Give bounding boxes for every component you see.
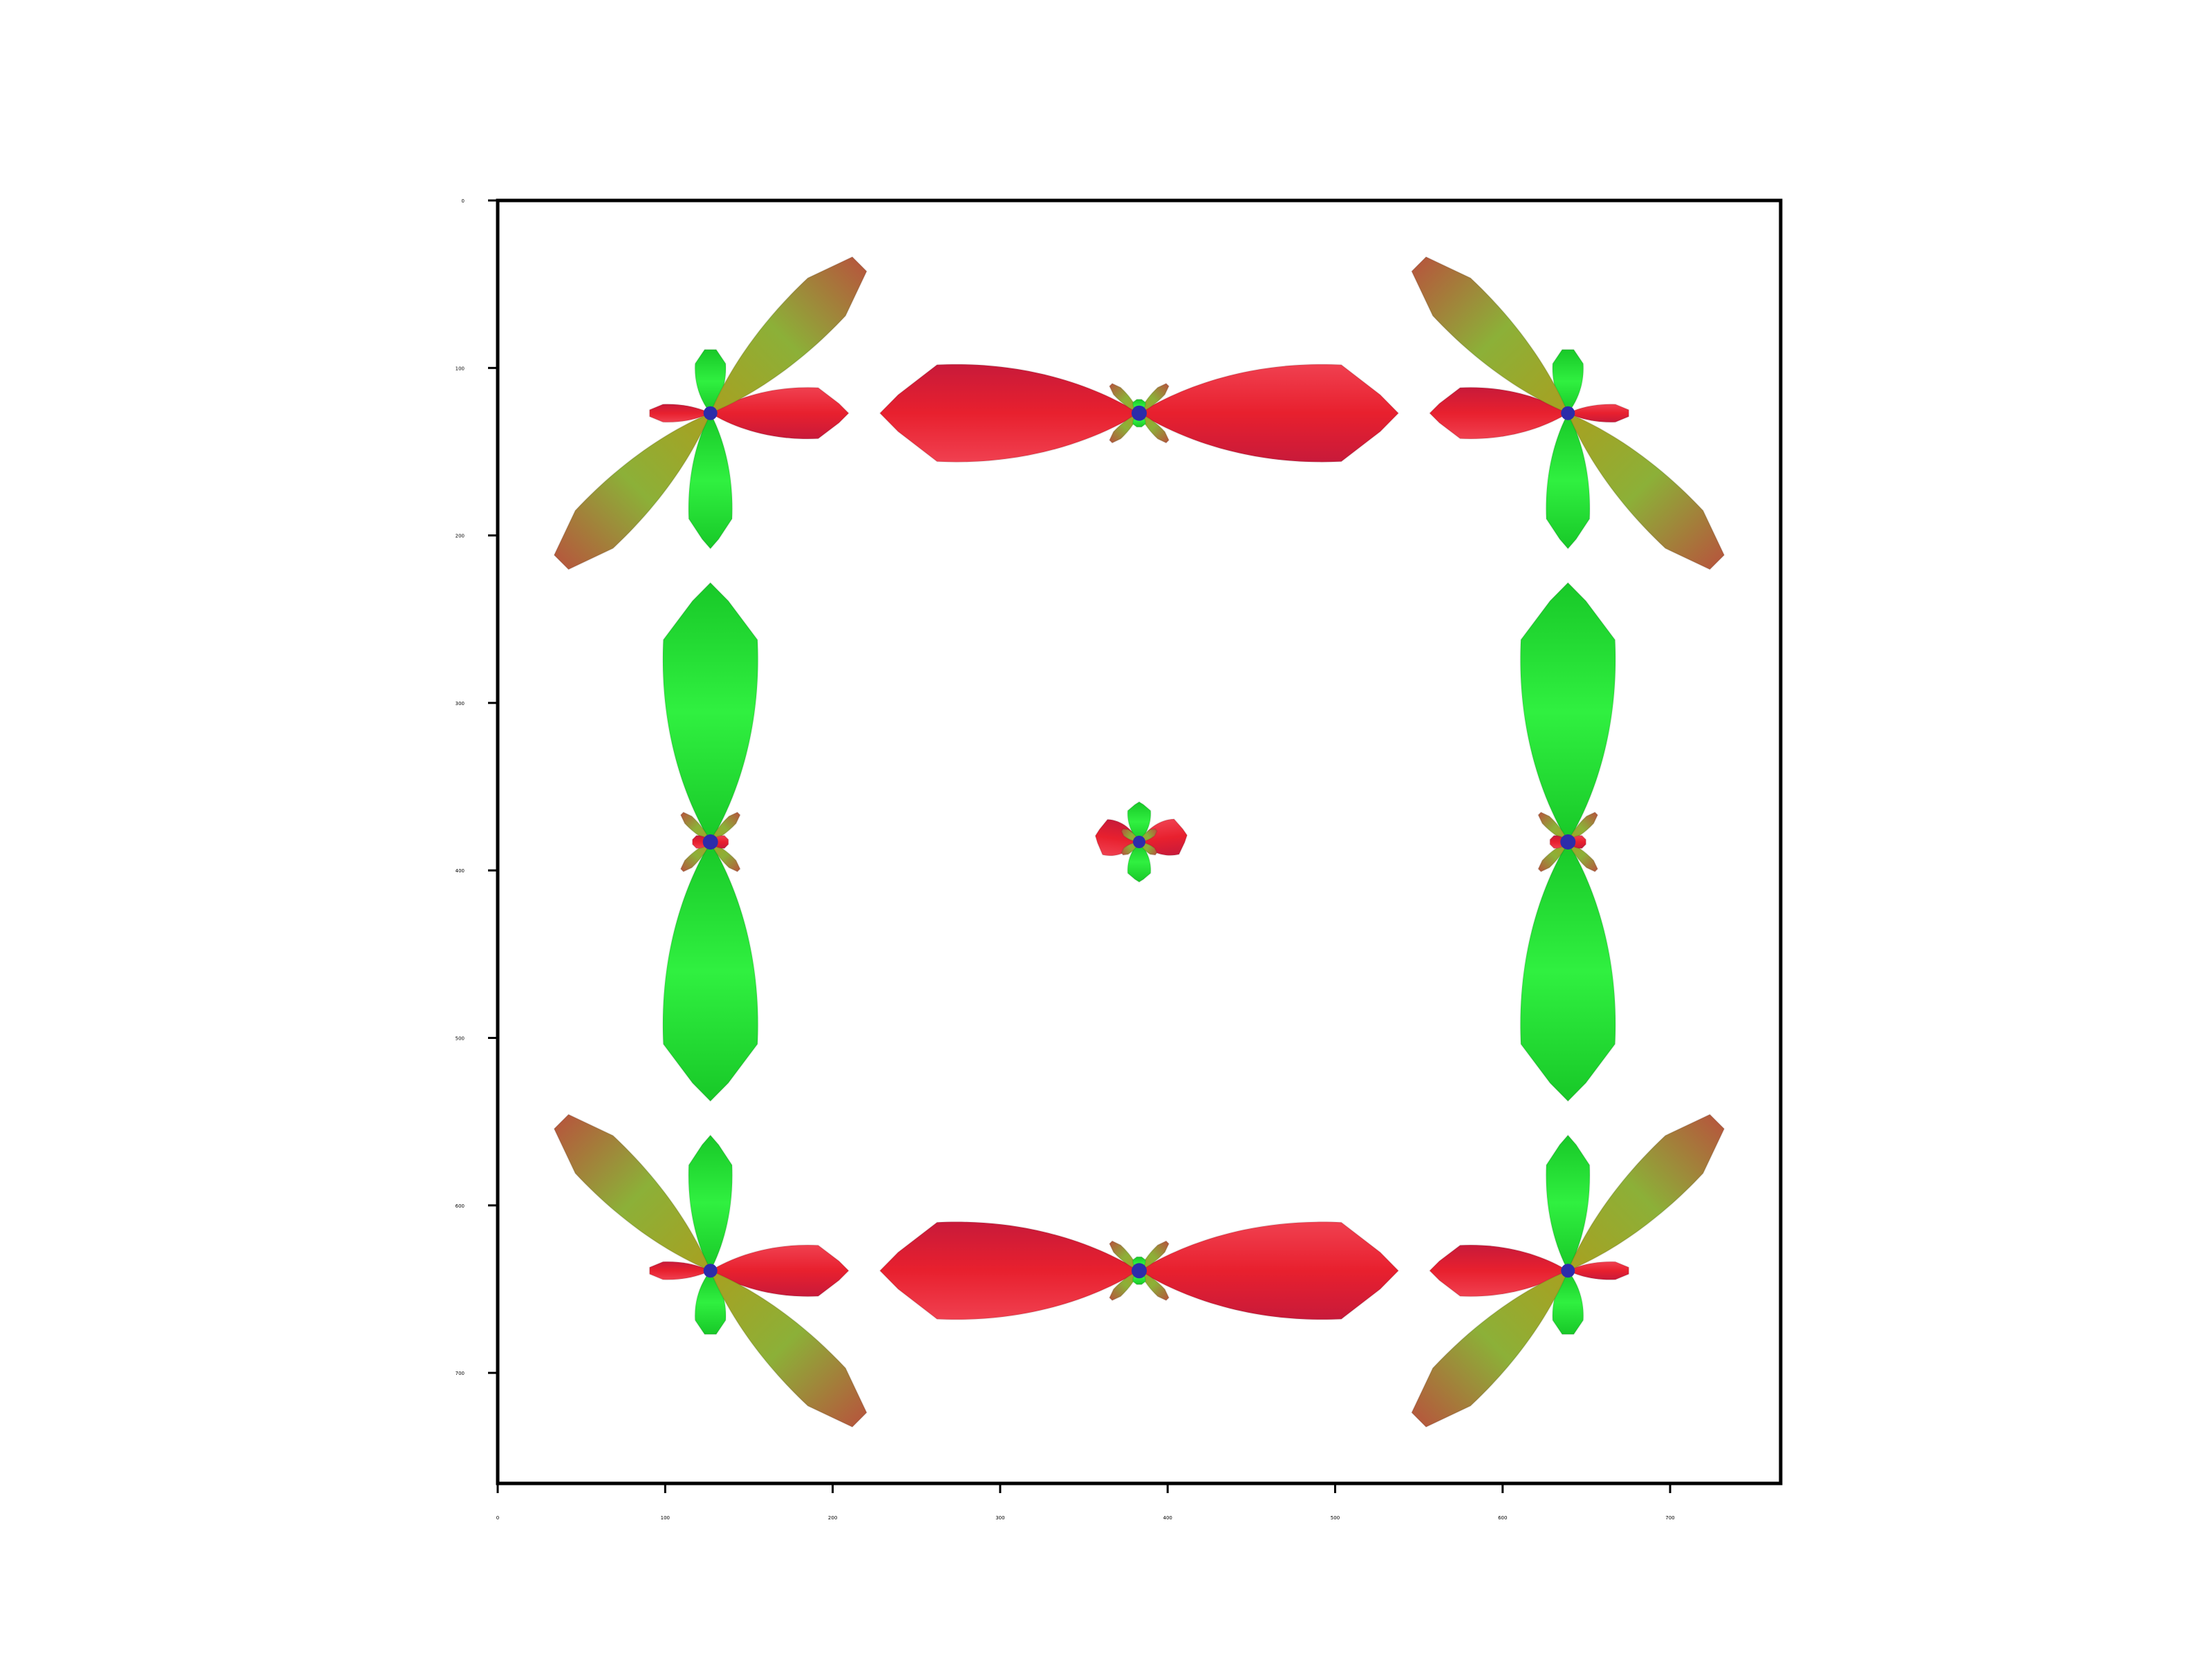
horizontal-lobe: [879, 1221, 1141, 1320]
glyph-horizontal-edge: [879, 364, 1400, 463]
vertical-lobe: [1545, 1134, 1591, 1273]
horizontal-lobe: [1138, 1221, 1400, 1320]
horizontal-lobe-short: [648, 403, 713, 423]
y-tick-label: 200: [456, 534, 465, 539]
x-tick-label: 700: [1665, 1515, 1674, 1521]
vertical-lobe: [688, 411, 733, 550]
glyph-center: [1560, 834, 1576, 850]
x-tick-label: 200: [828, 1515, 837, 1521]
vertical-lobe: [1519, 841, 1616, 1103]
vertical-lobe: [1127, 800, 1152, 843]
plot-frame: [496, 198, 1783, 1485]
diagonal-lobe: [1411, 256, 1570, 415]
horizontal-lobe: [1428, 386, 1570, 440]
y-axis-ticks: 0 100 200 300 400 500 600 700: [456, 198, 498, 1376]
glyph-horizontal-edge: [879, 1221, 1400, 1320]
glyph-layer: [553, 256, 1725, 1428]
glyph-vertical-edge: [662, 581, 759, 1103]
glyph-center: [1133, 836, 1145, 848]
glyph-center: [1132, 405, 1147, 421]
glyph-center: [1561, 406, 1575, 420]
y-tick-label: 700: [456, 1371, 465, 1376]
diagonal-lobe: [709, 256, 868, 415]
x-tick-label: 600: [1498, 1515, 1507, 1521]
x-tick-label: 400: [1163, 1515, 1172, 1521]
glyph-center: [1094, 800, 1188, 883]
y-tick-label: 400: [456, 868, 465, 874]
horizontal-lobe: [1428, 1244, 1570, 1297]
glyph-center: [1132, 1263, 1147, 1279]
glyph-center: [703, 406, 718, 420]
x-tick-label: 100: [661, 1515, 670, 1521]
x-axis-ticks: 0 100 200 300 400 500 600 700: [496, 1483, 1675, 1521]
diagonal-lobe: [1566, 1114, 1725, 1273]
glyph-corner: [1411, 1114, 1725, 1428]
glyph-center: [1561, 1264, 1575, 1278]
glyph-corner: [553, 256, 868, 570]
glyph-vertical-edge: [1519, 581, 1616, 1103]
glyph-corner: [553, 1114, 868, 1428]
y-tick-label: 600: [456, 1203, 465, 1209]
vertical-lobe: [1127, 841, 1152, 883]
horizontal-lobe-short: [1566, 1261, 1630, 1281]
vertical-lobe: [662, 581, 759, 843]
horizontal-lobe-short: [648, 1261, 713, 1281]
diagonal-lobe: [709, 1269, 868, 1428]
diagonal-lobe: [553, 1114, 712, 1273]
diagonal-lobe: [553, 411, 712, 570]
glyph-center: [702, 834, 718, 850]
y-tick-label: 100: [456, 366, 465, 371]
horizontal-lobe: [709, 1244, 850, 1297]
horizontal-lobe: [709, 386, 850, 440]
glyph-center: [703, 1264, 718, 1278]
y-tick-label: 300: [456, 701, 465, 706]
glyph-corner: [1411, 256, 1725, 570]
diagonal-lobe: [1566, 411, 1725, 570]
x-tick-label: 300: [995, 1515, 1004, 1521]
vertical-lobe: [688, 1134, 733, 1273]
diagonal-lobe: [1411, 1269, 1570, 1428]
vertical-lobe: [662, 841, 759, 1103]
x-tick-label: 0: [496, 1515, 499, 1521]
y-tick-label: 0: [462, 198, 465, 204]
horizontal-lobe: [1138, 364, 1400, 463]
horizontal-lobe: [879, 364, 1141, 463]
y-tick-label: 500: [456, 1035, 465, 1041]
horizontal-lobe-short: [1566, 403, 1630, 423]
vertical-lobe: [1545, 411, 1591, 550]
vertical-lobe: [1519, 581, 1616, 843]
x-tick-label: 500: [1331, 1515, 1340, 1521]
